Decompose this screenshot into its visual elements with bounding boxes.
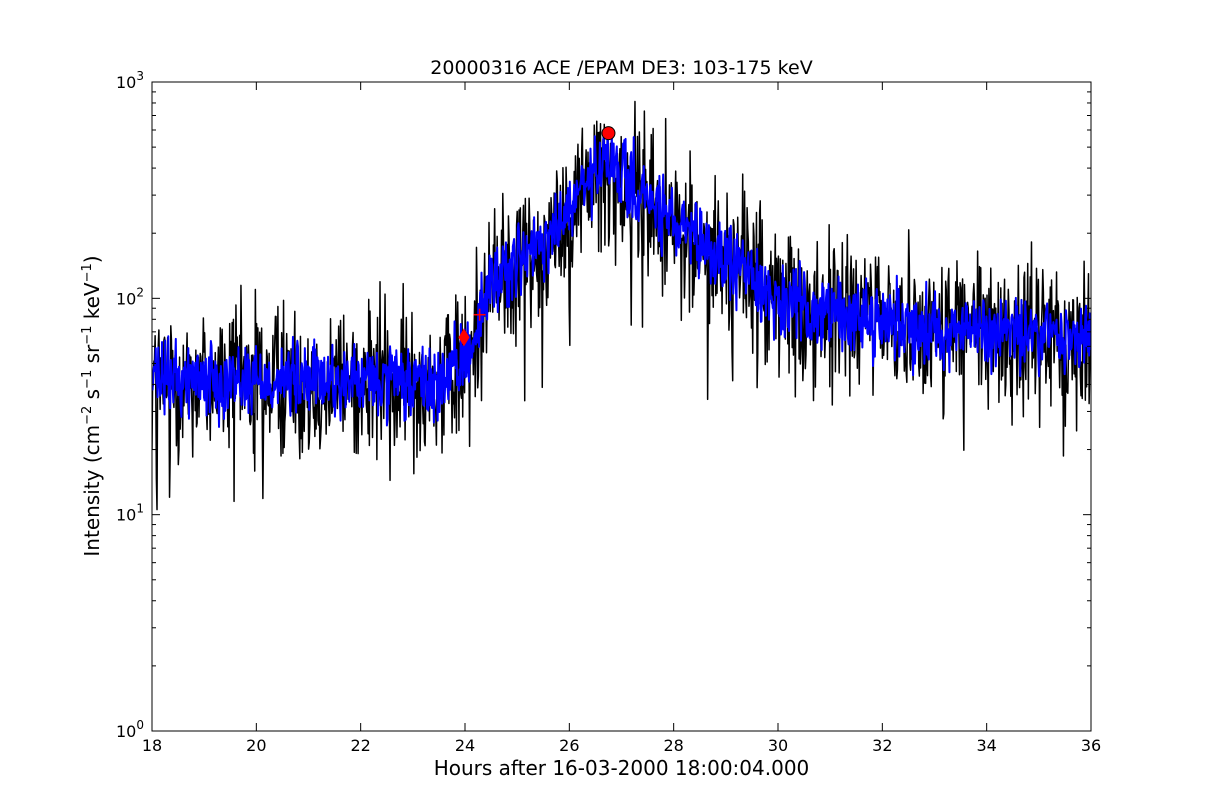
x-tick-label: 32 <box>872 736 892 755</box>
y-axis: 100 101 102 103 <box>116 69 1091 741</box>
x-axis-label: Hours after 16-03-2000 18:00:04.000 <box>434 756 810 780</box>
x-tick-label: 20 <box>246 736 266 755</box>
y-tick-label: 101 <box>116 502 144 525</box>
x-tick-label: 22 <box>350 736 370 755</box>
x-tick-label: 30 <box>768 736 788 755</box>
x-tick-label: 18 <box>142 736 162 755</box>
x-tick-label: 34 <box>976 736 996 755</box>
peak-marker <box>601 126 616 141</box>
series-line-smoothed <box>152 131 1091 428</box>
plot-frame <box>151 81 1092 732</box>
y-tick-label: 102 <box>116 285 144 308</box>
onset-marker <box>458 328 470 347</box>
y-axis-label: Intensity (cm−2 s−1 sr−1 keV−1) <box>80 255 104 556</box>
x-tick-label: 26 <box>559 736 579 755</box>
x-tick-label: 36 <box>1081 736 1101 755</box>
chart-title: 20000316 ACE /EPAM DE3: 103-175 keV <box>430 57 812 79</box>
x-tick-label: 28 <box>663 736 683 755</box>
plus-marker <box>473 308 486 321</box>
y-tick-label: 103 <box>116 69 144 92</box>
y-tick-label: 100 <box>116 718 144 741</box>
x-axis: 18 20 22 24 26 28 30 32 34 36 <box>142 82 1101 755</box>
x-tick-label: 24 <box>455 736 475 755</box>
plot-area <box>152 100 1091 511</box>
